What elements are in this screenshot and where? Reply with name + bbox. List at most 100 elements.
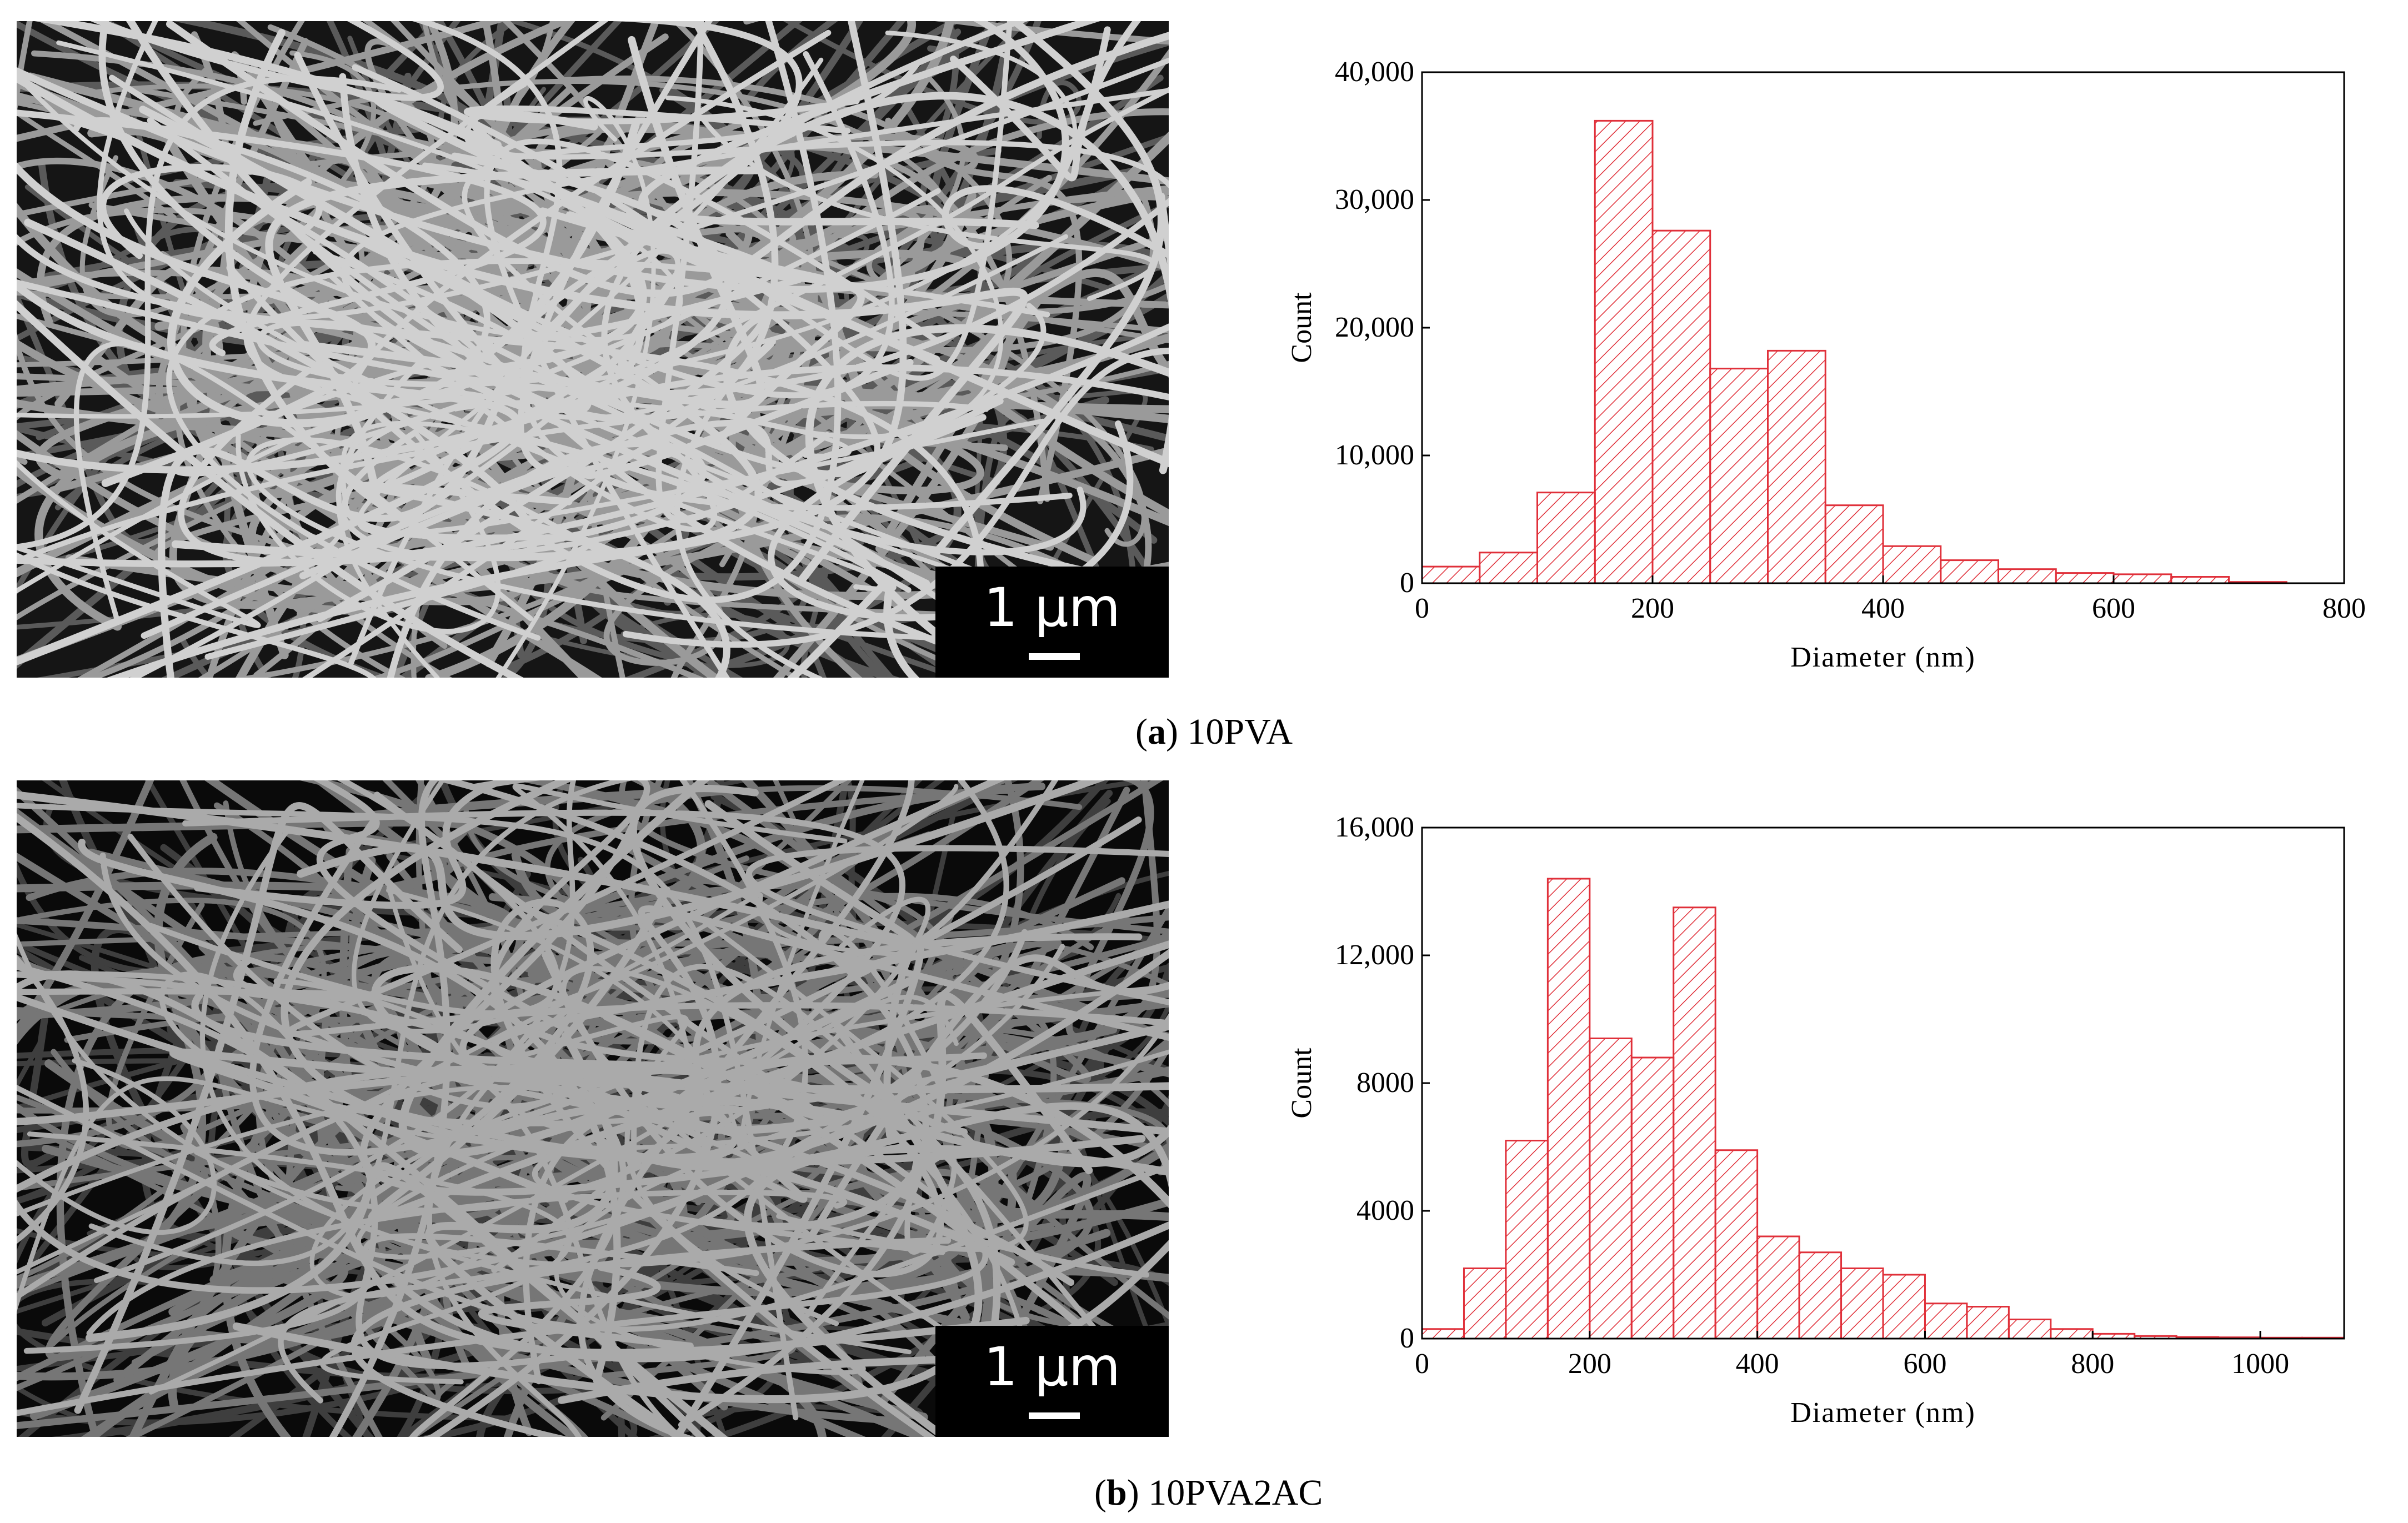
caption-letter: a: [1147, 712, 1166, 752]
fiber: [655, 21, 830, 523]
y-tick-label: 10,000: [1335, 439, 1414, 471]
histogram-bar: [1536, 492, 1596, 584]
histogram-bar: [1882, 545, 1942, 584]
fiber: [180, 1124, 450, 1415]
fiber: [162, 131, 1169, 514]
sem-image-10pva: 1 µm: [17, 21, 1169, 678]
x-tick-label: 200: [1631, 593, 1674, 624]
histogram-bar: [1479, 552, 1538, 584]
histogram-bar: [1924, 1302, 1968, 1340]
histogram-bar: [1840, 1268, 1884, 1340]
histogram-bar: [1546, 878, 1591, 1340]
histogram-bar: [1940, 559, 1999, 584]
fiber: [707, 992, 1093, 1231]
fiber: [690, 910, 1029, 1253]
y-tick-label: 30,000: [1335, 184, 1414, 216]
caption-name: 10PVA: [1187, 712, 1293, 752]
histogram-bar: [2170, 576, 2230, 584]
fiber: [17, 198, 1169, 397]
fiber: [182, 809, 906, 1274]
histogram-bar: [1594, 119, 1654, 584]
fiber: [554, 1025, 1169, 1375]
caption-a: (a) 10PVA: [1135, 712, 1293, 752]
histogram-bar: [1673, 906, 1716, 1340]
fiber: [17, 813, 1030, 1356]
histogram-bar: [1630, 1056, 1675, 1340]
fiber: [17, 280, 521, 666]
fiber: [17, 963, 610, 1369]
y-tick-label: 8000: [1356, 1067, 1414, 1099]
fiber: [108, 51, 895, 399]
histogram-bar: [1505, 1140, 1549, 1340]
fiber: [601, 21, 1087, 555]
y-tick-label: 20,000: [1335, 312, 1414, 343]
histogram-bar: [1421, 1328, 1465, 1340]
histogram-bar: [2007, 1319, 2052, 1340]
fiber: [243, 21, 912, 593]
fiber: [495, 96, 656, 678]
histogram-bar: [1463, 1268, 1507, 1340]
fiber: [959, 268, 1169, 378]
fiber: [351, 1236, 952, 1437]
sem-image-10pva2ac: 1 µm: [17, 780, 1169, 1437]
fiber: [78, 839, 621, 1385]
fiber: [622, 348, 1169, 648]
fiber: [426, 999, 582, 1437]
histogram-bar: [1589, 1038, 1633, 1340]
fiber: [31, 50, 488, 678]
fiber: [27, 1131, 572, 1385]
x-tick-label: 0: [1415, 593, 1429, 624]
fiber: [17, 1278, 510, 1421]
histogram-bar: [2050, 1328, 2094, 1340]
fiber: [17, 970, 706, 1437]
scale-bar-label: 1 µm: [983, 1336, 1121, 1398]
y-axis-label: Count: [1286, 1048, 1318, 1119]
x-tick-label: 800: [2322, 593, 2366, 624]
fiber: [434, 780, 929, 1429]
scale-bar: [1029, 653, 1080, 660]
fiber: [464, 82, 1169, 189]
fiber: [17, 552, 377, 678]
fiber: [86, 1162, 728, 1437]
histogram-bar: [1998, 568, 2057, 584]
fiber: [286, 780, 1169, 1037]
fiber-mesh: [17, 780, 1169, 1437]
histogram-bar: [1966, 1306, 2010, 1340]
histogram-bar: [2055, 572, 2115, 584]
x-tick-label: 200: [1568, 1348, 1611, 1380]
y-tick-label: 40,000: [1335, 56, 1414, 88]
caption-letter: b: [1106, 1472, 1127, 1513]
histogram-bar: [1651, 229, 1711, 584]
scale-bar-label: 1 µm: [983, 577, 1121, 639]
fiber: [171, 239, 763, 562]
fiber: [593, 1102, 1169, 1188]
fiber: [124, 208, 897, 592]
y-axis-label: Count: [1286, 292, 1318, 363]
scale-bar: [1029, 1412, 1080, 1419]
fiber: [329, 780, 451, 1437]
histogram-bar: [1882, 1274, 1926, 1340]
fiber: [619, 780, 1169, 935]
y-tick-label: 0: [1400, 1322, 1414, 1354]
x-axis-label: Diameter (nm): [1790, 1397, 1976, 1429]
fiber: [491, 900, 1169, 1135]
histogram-bar: [1709, 368, 1769, 584]
fiber: [246, 437, 1169, 645]
fiber: [950, 21, 1142, 182]
fiber: [167, 119, 640, 428]
histogram-10pva2ac: 0 200 400 600 800 1000 0 4000 8000 12,000 16,000 Di…: [1286, 811, 2345, 1429]
x-tick-label: 1000: [2231, 1348, 2289, 1380]
x-tick-label: 400: [1861, 593, 1905, 624]
fiber: [90, 21, 444, 101]
histogram-bar: [1756, 1235, 1800, 1340]
fiber: [90, 352, 602, 678]
x-axis-label: Diameter (nm): [1790, 642, 1976, 673]
histogram-10pva: 0 200 400 600 800 0 10,000 20,000 30,000 40,000 Di…: [1286, 56, 2366, 673]
fiber: [17, 21, 1069, 293]
y-tick-label: 0: [1400, 567, 1414, 599]
fiber: [17, 21, 704, 678]
fiber: [422, 21, 1013, 381]
fiber: [86, 1189, 847, 1336]
fiber: [768, 414, 1134, 622]
histogram-bar: [2112, 573, 2172, 584]
